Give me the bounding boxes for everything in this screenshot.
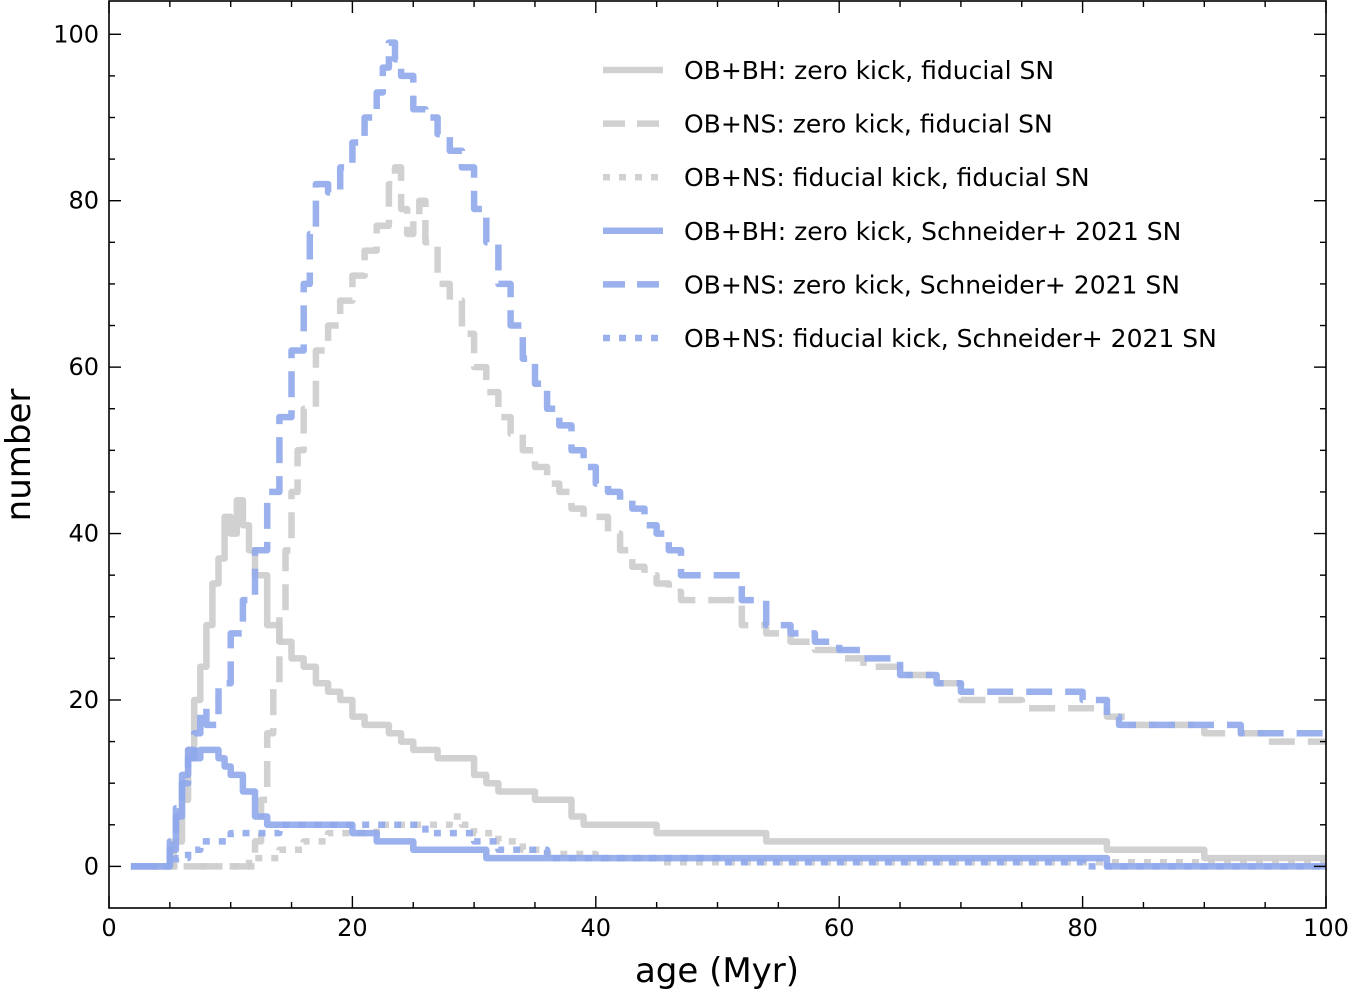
x-tick-label: 80 xyxy=(1067,914,1098,942)
legend-label-5: OB+NS: zero kick, Schneider+ 2021 SN xyxy=(684,270,1180,299)
series-layer xyxy=(130,39,1326,870)
series-line-1 xyxy=(130,497,1326,870)
y-tick-label: 80 xyxy=(68,187,99,215)
tick-labels-layer: 0 20 40 60 80 100 0 20 40 60 80 100 xyxy=(53,20,1349,942)
series-line-5 xyxy=(130,39,1326,870)
y-tick-label: 20 xyxy=(68,686,99,714)
y-tick-label: 40 xyxy=(68,520,99,548)
y-tick-label: 100 xyxy=(53,20,99,48)
legend-label-1: OB+BH: zero kick, fiducial SN xyxy=(684,56,1054,85)
series-line-2 xyxy=(151,164,1326,870)
ticks-layer xyxy=(108,1,1327,908)
series-line-6 xyxy=(163,821,1326,870)
series-line-3 xyxy=(151,813,1326,870)
x-tick-label: 0 xyxy=(101,914,116,942)
legend-label-2: OB+NS: zero kick, fiducial SN xyxy=(684,110,1053,139)
x-tick-label: 20 xyxy=(337,914,368,942)
legend-label-3: OB+NS: fiducial kick, fiducial SN xyxy=(684,163,1090,192)
y-tick-label: 0 xyxy=(84,852,99,880)
x-tick-label: 60 xyxy=(824,914,855,942)
x-tick-label: 100 xyxy=(1303,914,1349,942)
y-tick-label: 60 xyxy=(68,353,99,381)
legend: OB+BH: zero kick, fiducial SN OB+NS: zero… xyxy=(603,56,1217,353)
legend-label-4: OB+BH: zero kick, Schneider+ 2021 SN xyxy=(684,217,1181,246)
legend-label-6: OB+NS: fiducial kick, Schneider+ 2021 SN xyxy=(684,324,1217,353)
x-axis-label: age (Myr) xyxy=(635,951,799,991)
y-axis-label: number xyxy=(0,389,39,522)
x-tick-label: 40 xyxy=(581,914,612,942)
